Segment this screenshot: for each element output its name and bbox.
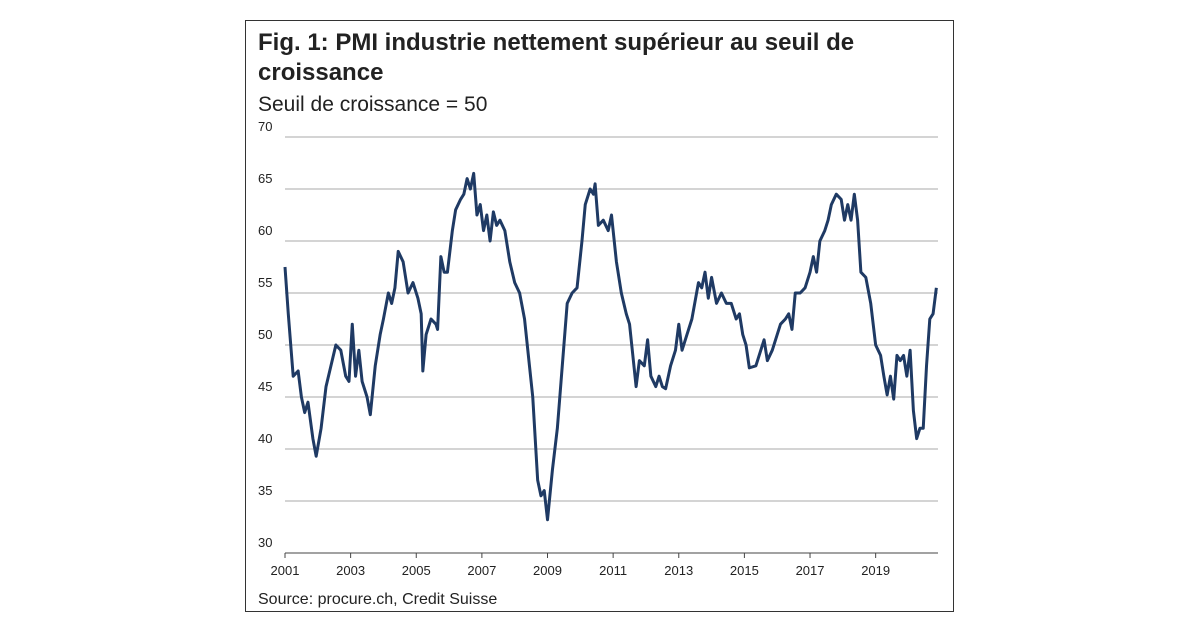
y-tick-label: 50 xyxy=(258,327,272,342)
y-tick-label: 60 xyxy=(258,223,272,238)
y-tick-label: 55 xyxy=(258,275,272,290)
y-tick-label: 65 xyxy=(258,171,272,186)
x-tick-label: 2005 xyxy=(402,563,431,578)
frame xyxy=(245,20,954,612)
chart-subtitle: Seuil de croissance = 50 xyxy=(258,93,487,116)
x-tick-label: 2003 xyxy=(336,563,365,578)
data-line xyxy=(283,171,938,522)
y-tick-label: 40 xyxy=(258,431,272,446)
x-tick-label: 2009 xyxy=(533,563,562,578)
y-tick-label: 70 xyxy=(258,119,272,134)
chart-title: Fig. 1: PMI industrie nettement supérieu… xyxy=(258,29,854,86)
y-tick-label: 30 xyxy=(258,535,272,550)
x-tick-label: 2017 xyxy=(796,563,825,578)
x-tick-label: 2001 xyxy=(271,563,300,578)
source: Source: procure.ch, Credit Suisse xyxy=(258,591,497,608)
x-tick-label: 2007 xyxy=(467,563,496,578)
x-tick-label: 2011 xyxy=(599,563,627,578)
x-tick-label: 2015 xyxy=(730,563,759,578)
x-tick-label: 2013 xyxy=(664,563,693,578)
x-tick-label: 2019 xyxy=(861,563,890,578)
y-tick-label: 35 xyxy=(258,483,272,498)
y-tick-label: 45 xyxy=(258,379,272,394)
